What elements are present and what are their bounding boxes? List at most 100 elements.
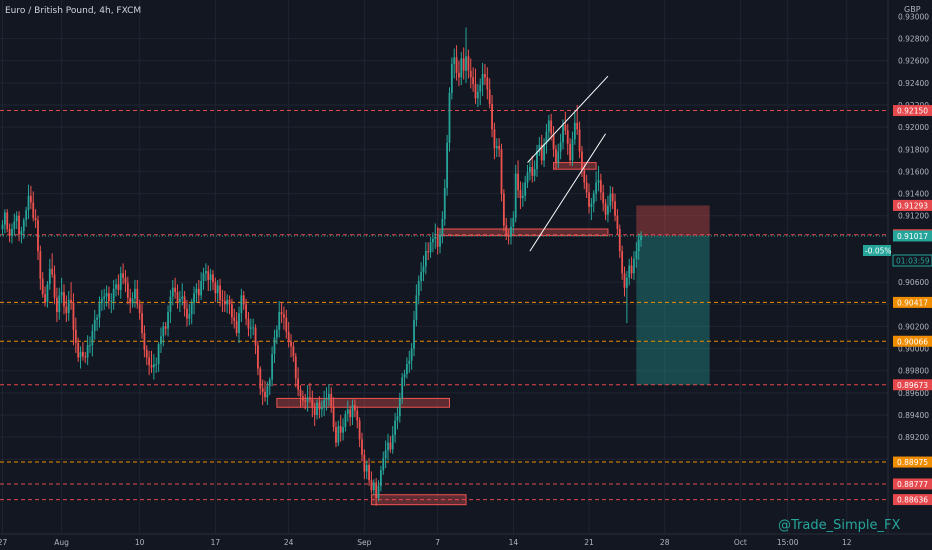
candle-body bbox=[304, 400, 307, 402]
candle-body bbox=[481, 74, 484, 86]
candle-body bbox=[413, 319, 415, 349]
candle-body bbox=[514, 173, 517, 218]
level-price-tag bbox=[893, 296, 932, 308]
candle-body bbox=[538, 144, 541, 152]
time-axis[interactable]: 27 Aug 10 17 24 Sep 7 14 21 28 Oct 15:00 12 bbox=[0, 538, 852, 547]
candle-body bbox=[48, 268, 51, 285]
candle-body bbox=[420, 272, 423, 282]
candle-body bbox=[275, 329, 278, 338]
candle-body bbox=[313, 407, 316, 415]
candle-body bbox=[604, 203, 607, 215]
candle-body bbox=[212, 274, 214, 283]
candle-body bbox=[131, 298, 134, 304]
candle-body bbox=[372, 482, 375, 491]
candle-body bbox=[599, 180, 602, 193]
candle-body bbox=[245, 304, 247, 319]
candle-body bbox=[167, 312, 169, 329]
candle-body bbox=[247, 318, 250, 329]
candle-body bbox=[138, 304, 141, 314]
candle-body bbox=[479, 85, 482, 92]
candle-body bbox=[335, 427, 337, 443]
x-tick-label: 14 bbox=[509, 538, 519, 547]
x-tick-label: Oct bbox=[734, 538, 747, 547]
candle-body bbox=[271, 354, 274, 380]
candle-body bbox=[436, 236, 439, 247]
candle-body bbox=[524, 182, 527, 196]
candle-body bbox=[79, 351, 82, 358]
candle-body bbox=[34, 217, 37, 221]
candle-body bbox=[207, 271, 210, 280]
currency-label: GBP bbox=[904, 5, 921, 14]
candle-body bbox=[157, 344, 160, 365]
y-tick-label: 0.92800 bbox=[898, 35, 929, 44]
candle-body bbox=[543, 143, 545, 161]
candle-body bbox=[6, 212, 9, 229]
trendline-channel[interactable] bbox=[527, 75, 609, 252]
candle-body bbox=[51, 268, 54, 275]
candle-body bbox=[77, 343, 80, 358]
candle-body bbox=[394, 420, 396, 435]
candle-body bbox=[351, 405, 354, 418]
candle-body bbox=[408, 360, 411, 365]
candle-body bbox=[417, 281, 420, 296]
candle-body bbox=[382, 458, 385, 471]
level-price-tag bbox=[893, 456, 932, 468]
candle-body bbox=[63, 292, 65, 307]
candle-body bbox=[552, 133, 555, 150]
candle-body bbox=[294, 356, 297, 379]
candle-body bbox=[55, 297, 58, 313]
candle-body bbox=[555, 149, 557, 163]
candle-body bbox=[235, 320, 238, 334]
candle-body bbox=[119, 273, 122, 290]
candle-body bbox=[377, 485, 380, 499]
candle-body bbox=[607, 205, 609, 215]
candle-body bbox=[197, 288, 200, 296]
candle-body bbox=[450, 64, 453, 93]
candle-body bbox=[455, 57, 458, 73]
candle-body bbox=[103, 296, 106, 299]
candle-body bbox=[134, 288, 136, 299]
candle-body bbox=[635, 251, 638, 259]
price-axis[interactable]: 0.928000.926000.924000.922000.920000.918… bbox=[893, 12, 932, 506]
candle-body bbox=[320, 407, 323, 410]
candle-body bbox=[228, 299, 231, 305]
candle-body bbox=[562, 124, 564, 143]
candle-body bbox=[1, 224, 4, 229]
candle-body bbox=[358, 420, 361, 440]
candle-body bbox=[486, 77, 489, 90]
candle-body bbox=[327, 393, 330, 400]
candle-body bbox=[432, 238, 434, 243]
short-position-tool[interactable] bbox=[636, 205, 710, 385]
candle-body bbox=[637, 240, 640, 252]
candle-body bbox=[58, 295, 61, 313]
candle-body bbox=[82, 351, 84, 357]
candle-body bbox=[332, 407, 335, 428]
candle-body bbox=[536, 151, 538, 170]
candle-body bbox=[406, 364, 408, 375]
candle-body bbox=[439, 234, 441, 247]
candle-body bbox=[476, 91, 479, 99]
candle-body bbox=[195, 288, 198, 294]
candle-body bbox=[115, 284, 117, 289]
trendline bbox=[527, 75, 609, 163]
candle-body bbox=[581, 151, 583, 171]
candle-body bbox=[493, 129, 496, 149]
candle-body bbox=[240, 295, 243, 314]
y-tick-label: 0.90600 bbox=[898, 278, 929, 287]
candle-body bbox=[441, 219, 444, 235]
candle-body bbox=[512, 217, 515, 227]
candle-body bbox=[344, 413, 347, 428]
candle-body bbox=[564, 124, 567, 131]
candle-body bbox=[623, 273, 626, 288]
candle-body bbox=[152, 364, 155, 368]
candle-body bbox=[491, 103, 493, 130]
candle-body bbox=[533, 169, 536, 176]
candle-body bbox=[110, 300, 113, 302]
x-tick-label: 27 bbox=[0, 538, 7, 547]
candle-body bbox=[349, 409, 352, 418]
y-tick-label: 0.93000 bbox=[898, 12, 929, 21]
take-profit-area bbox=[636, 235, 710, 385]
candle-body bbox=[458, 72, 460, 78]
candle-body bbox=[74, 329, 77, 344]
